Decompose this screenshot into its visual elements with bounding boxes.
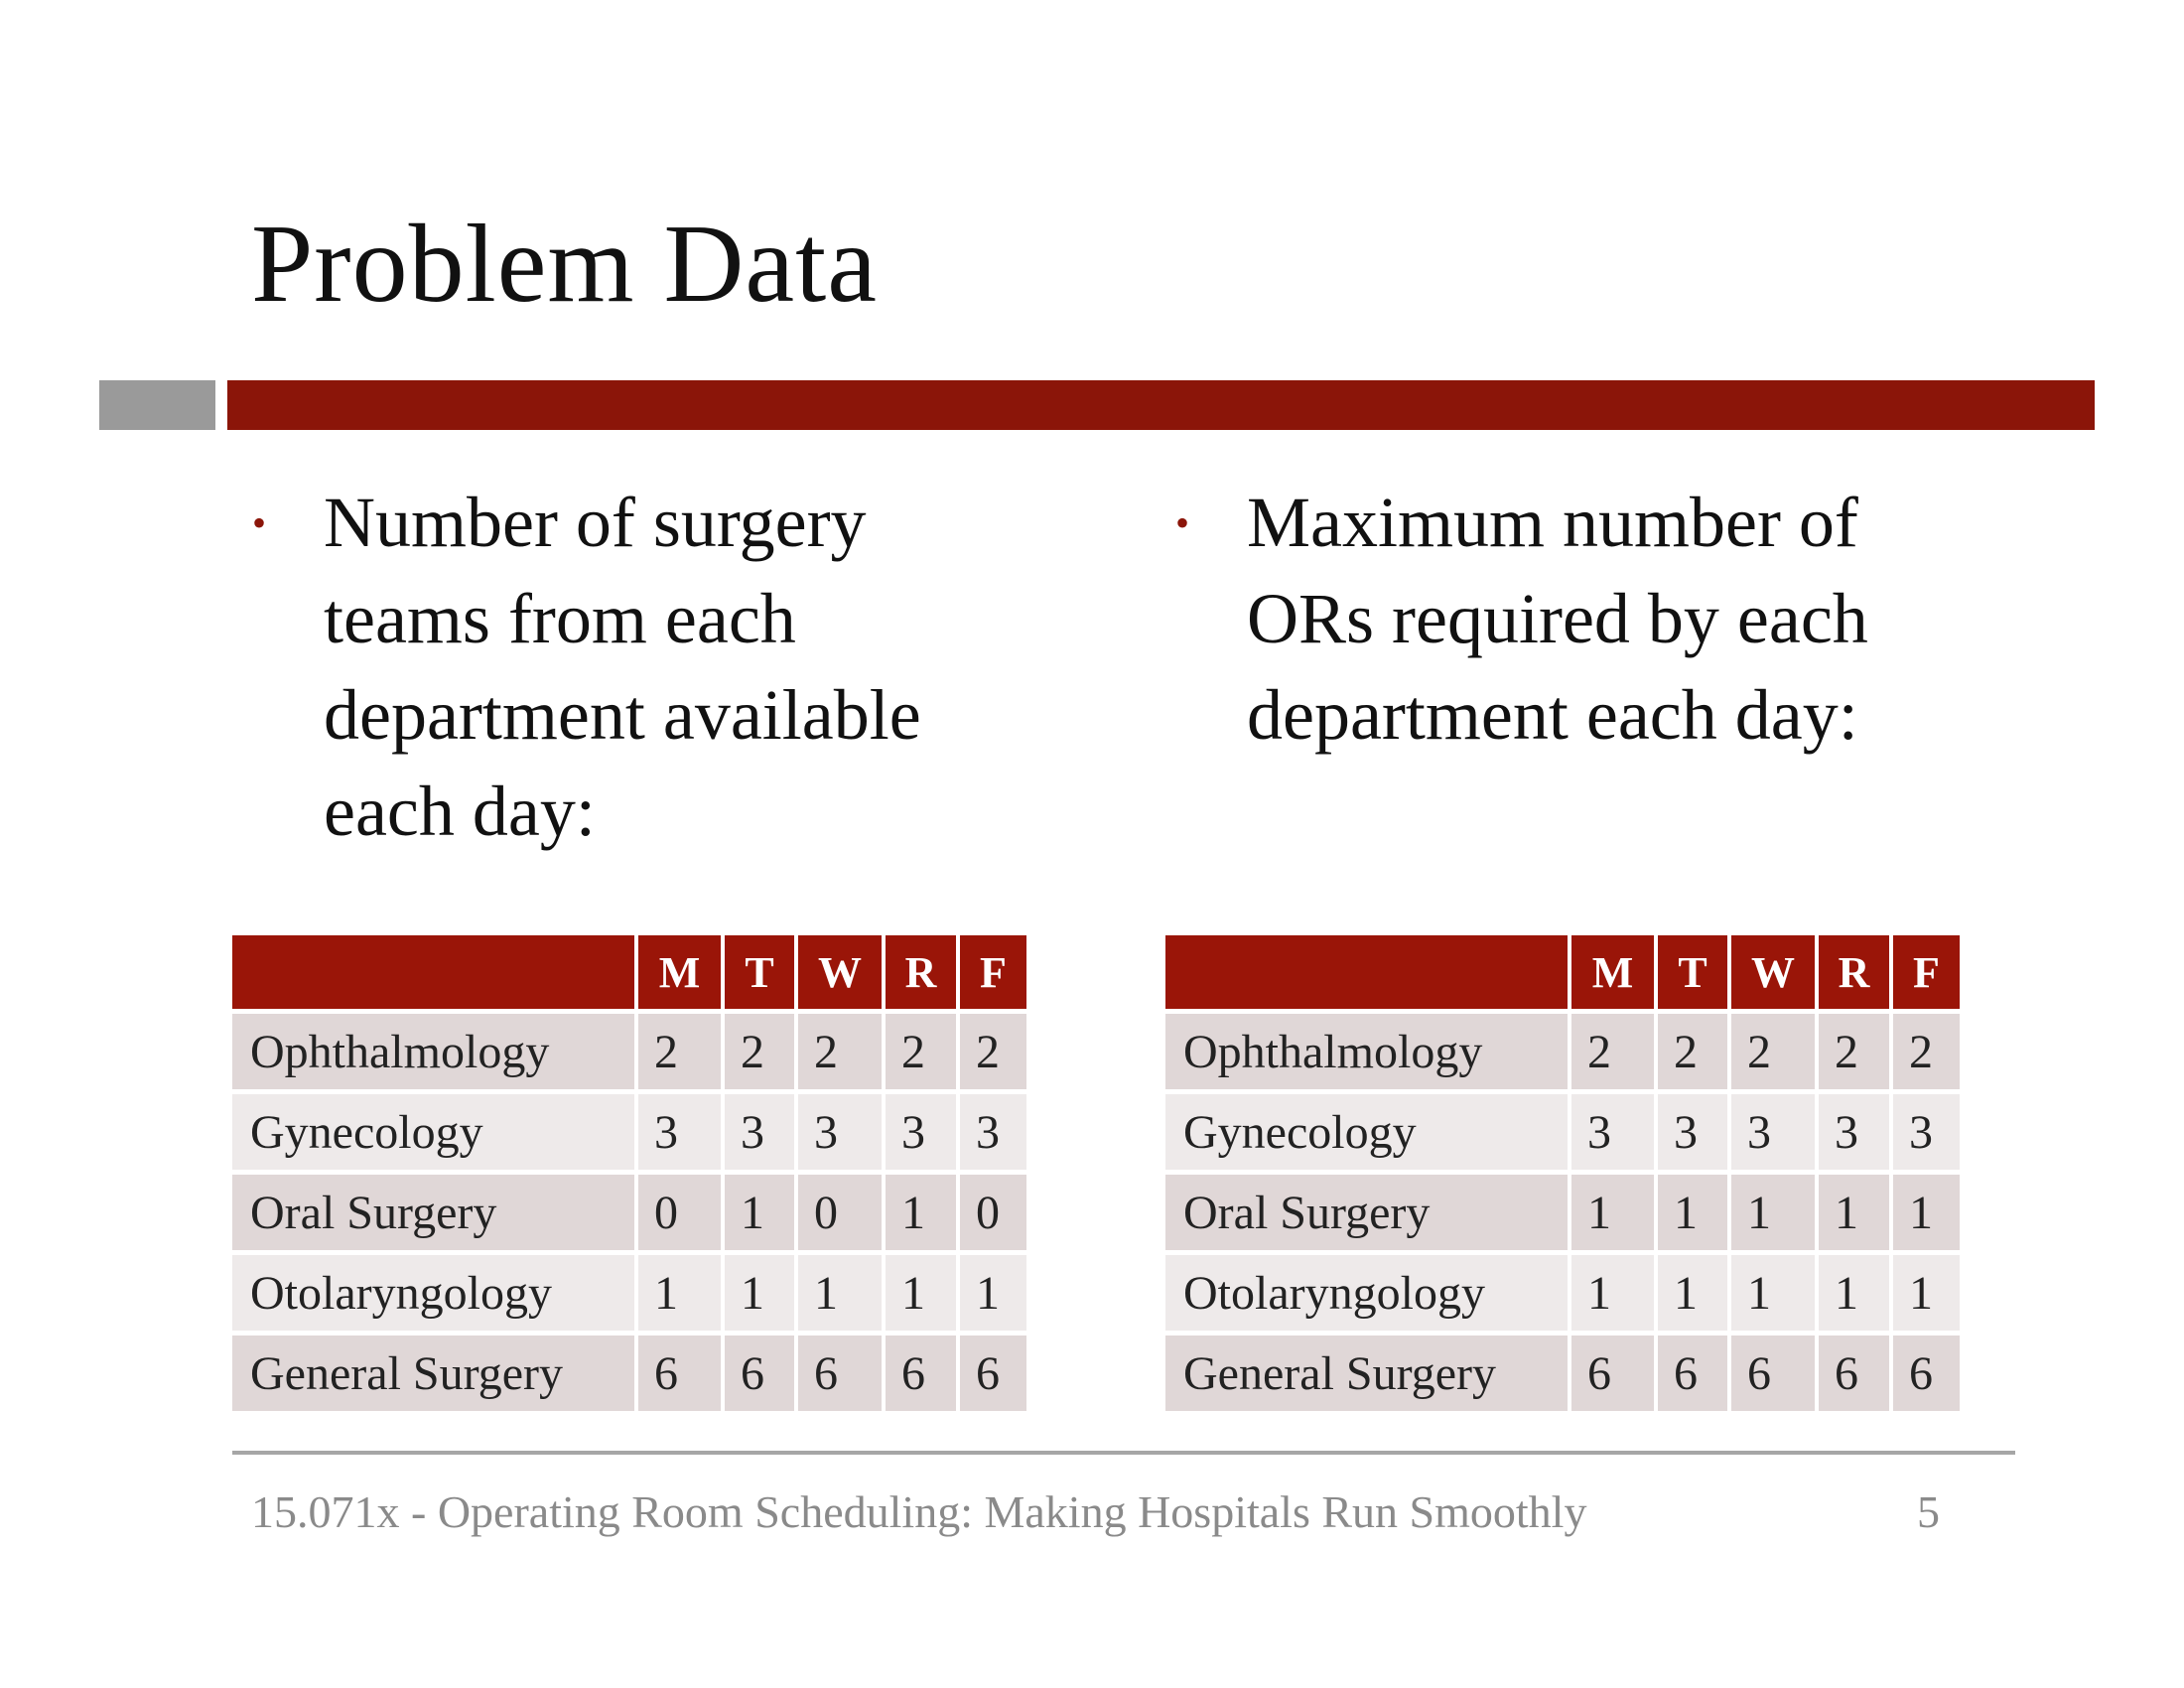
cell-value: 6: [1893, 1336, 1960, 1411]
cell-value: 6: [638, 1336, 721, 1411]
department-name: Oral Surgery: [1165, 1175, 1568, 1250]
table-row: Oral Surgery 1 1 1 1 1: [1165, 1175, 1960, 1250]
department-name: General Surgery: [232, 1336, 634, 1411]
slide-title: Problem Data: [251, 203, 878, 326]
cell-value: 2: [960, 1014, 1026, 1089]
bullet-text: Maximum number of ORs required by each d…: [1247, 483, 1868, 755]
cell-value: 2: [638, 1014, 721, 1089]
department-name: Gynecology: [232, 1094, 634, 1170]
table-header-row: M T W R F: [1165, 935, 1960, 1009]
column-header: R: [886, 935, 956, 1009]
cell-value: 3: [886, 1094, 956, 1170]
cell-value: 1: [725, 1255, 794, 1331]
header-blank-cell: [232, 935, 634, 1009]
cell-value: 1: [1819, 1175, 1889, 1250]
column-header: R: [1819, 935, 1889, 1009]
cell-value: 0: [798, 1175, 882, 1250]
table-row: Otolaryngology 1 1 1 1 1: [232, 1255, 1026, 1331]
cell-value: 3: [725, 1094, 794, 1170]
cell-value: 6: [886, 1336, 956, 1411]
cell-value: 1: [1819, 1255, 1889, 1331]
cell-value: 3: [1819, 1094, 1889, 1170]
column-header: T: [725, 935, 794, 1009]
cell-value: 6: [1731, 1336, 1815, 1411]
column-header: W: [1731, 935, 1815, 1009]
cell-value: 0: [638, 1175, 721, 1250]
cell-value: 2: [798, 1014, 882, 1089]
cell-value: 3: [638, 1094, 721, 1170]
department-name: General Surgery: [1165, 1336, 1568, 1411]
cell-value: 1: [1731, 1255, 1815, 1331]
table-row: General Surgery 6 6 6 6 6: [232, 1336, 1026, 1411]
cell-value: 1: [1893, 1255, 1960, 1331]
cell-value: 2: [1731, 1014, 1815, 1089]
column-header: T: [1658, 935, 1727, 1009]
table-row: Otolaryngology 1 1 1 1 1: [1165, 1255, 1960, 1331]
department-name: Ophthalmology: [232, 1014, 634, 1089]
cell-value: 6: [798, 1336, 882, 1411]
footer-course-title: 15.071x - Operating Room Scheduling: Mak…: [251, 1486, 1587, 1537]
department-name: Ophthalmology: [1165, 1014, 1568, 1089]
department-name: Otolaryngology: [1165, 1255, 1568, 1331]
department-name: Gynecology: [1165, 1094, 1568, 1170]
cell-value: 3: [960, 1094, 1026, 1170]
cell-value: 6: [1658, 1336, 1727, 1411]
column-header: F: [960, 935, 1026, 1009]
cell-value: 1: [1893, 1175, 1960, 1250]
cell-value: 2: [1819, 1014, 1889, 1089]
cell-value: 1: [886, 1175, 956, 1250]
cell-value: 1: [725, 1175, 794, 1250]
table-row: Gynecology 3 3 3 3 3: [1165, 1094, 1960, 1170]
column-header: W: [798, 935, 882, 1009]
max-ors-table: M T W R F Ophthalmology 2 2 2 2 2 Gyneco…: [1161, 930, 1964, 1416]
cell-value: 1: [798, 1255, 882, 1331]
cell-value: 3: [1658, 1094, 1727, 1170]
page-number: 5: [1917, 1486, 1940, 1537]
title-rule-red-bar: [227, 380, 2095, 430]
table-row: Gynecology 3 3 3 3 3: [232, 1094, 1026, 1170]
cell-value: 6: [960, 1336, 1026, 1411]
cell-value: 2: [886, 1014, 956, 1089]
cell-value: 2: [725, 1014, 794, 1089]
cell-value: 6: [1819, 1336, 1889, 1411]
footer-divider: [232, 1451, 2015, 1455]
table-header-row: M T W R F: [232, 935, 1026, 1009]
cell-value: 2: [1658, 1014, 1727, 1089]
cell-value: 6: [725, 1336, 794, 1411]
cell-value: 3: [1893, 1094, 1960, 1170]
title-rule-gray-block: [99, 380, 215, 430]
table-row: General Surgery 6 6 6 6 6: [1165, 1336, 1960, 1411]
table-row: Ophthalmology 2 2 2 2 2: [232, 1014, 1026, 1089]
cell-value: 1: [1658, 1175, 1727, 1250]
cell-value: 1: [886, 1255, 956, 1331]
bullet-dot-icon: •: [1175, 500, 1190, 545]
cell-value: 0: [960, 1175, 1026, 1250]
header-blank-cell: [1165, 935, 1568, 1009]
cell-value: 2: [1893, 1014, 1960, 1089]
cell-value: 3: [1571, 1094, 1654, 1170]
cell-value: 1: [1658, 1255, 1727, 1331]
department-name: Otolaryngology: [232, 1255, 634, 1331]
bullet-max-ors: • Maximum number of ORs required by each…: [1175, 475, 1981, 764]
teams-available-table: M T W R F Ophthalmology 2 2 2 2 2 Gyneco…: [228, 930, 1030, 1416]
cell-value: 1: [1731, 1175, 1815, 1250]
cell-value: 6: [1571, 1336, 1654, 1411]
cell-value: 1: [638, 1255, 721, 1331]
department-name: Oral Surgery: [232, 1175, 634, 1250]
cell-value: 1: [960, 1255, 1026, 1331]
column-header: F: [1893, 935, 1960, 1009]
table-row: Ophthalmology 2 2 2 2 2: [1165, 1014, 1960, 1089]
cell-value: 1: [1571, 1175, 1654, 1250]
bullet-dot-icon: •: [252, 500, 267, 545]
cell-value: 1: [1571, 1255, 1654, 1331]
cell-value: 2: [1571, 1014, 1654, 1089]
bullet-text: Number of surgery teams from each depart…: [324, 483, 921, 851]
cell-value: 3: [1731, 1094, 1815, 1170]
bullet-teams-available: • Number of surgery teams from each depa…: [252, 475, 1019, 860]
table-row: Oral Surgery 0 1 0 1 0: [232, 1175, 1026, 1250]
column-header: M: [638, 935, 721, 1009]
cell-value: 3: [798, 1094, 882, 1170]
column-header: M: [1571, 935, 1654, 1009]
